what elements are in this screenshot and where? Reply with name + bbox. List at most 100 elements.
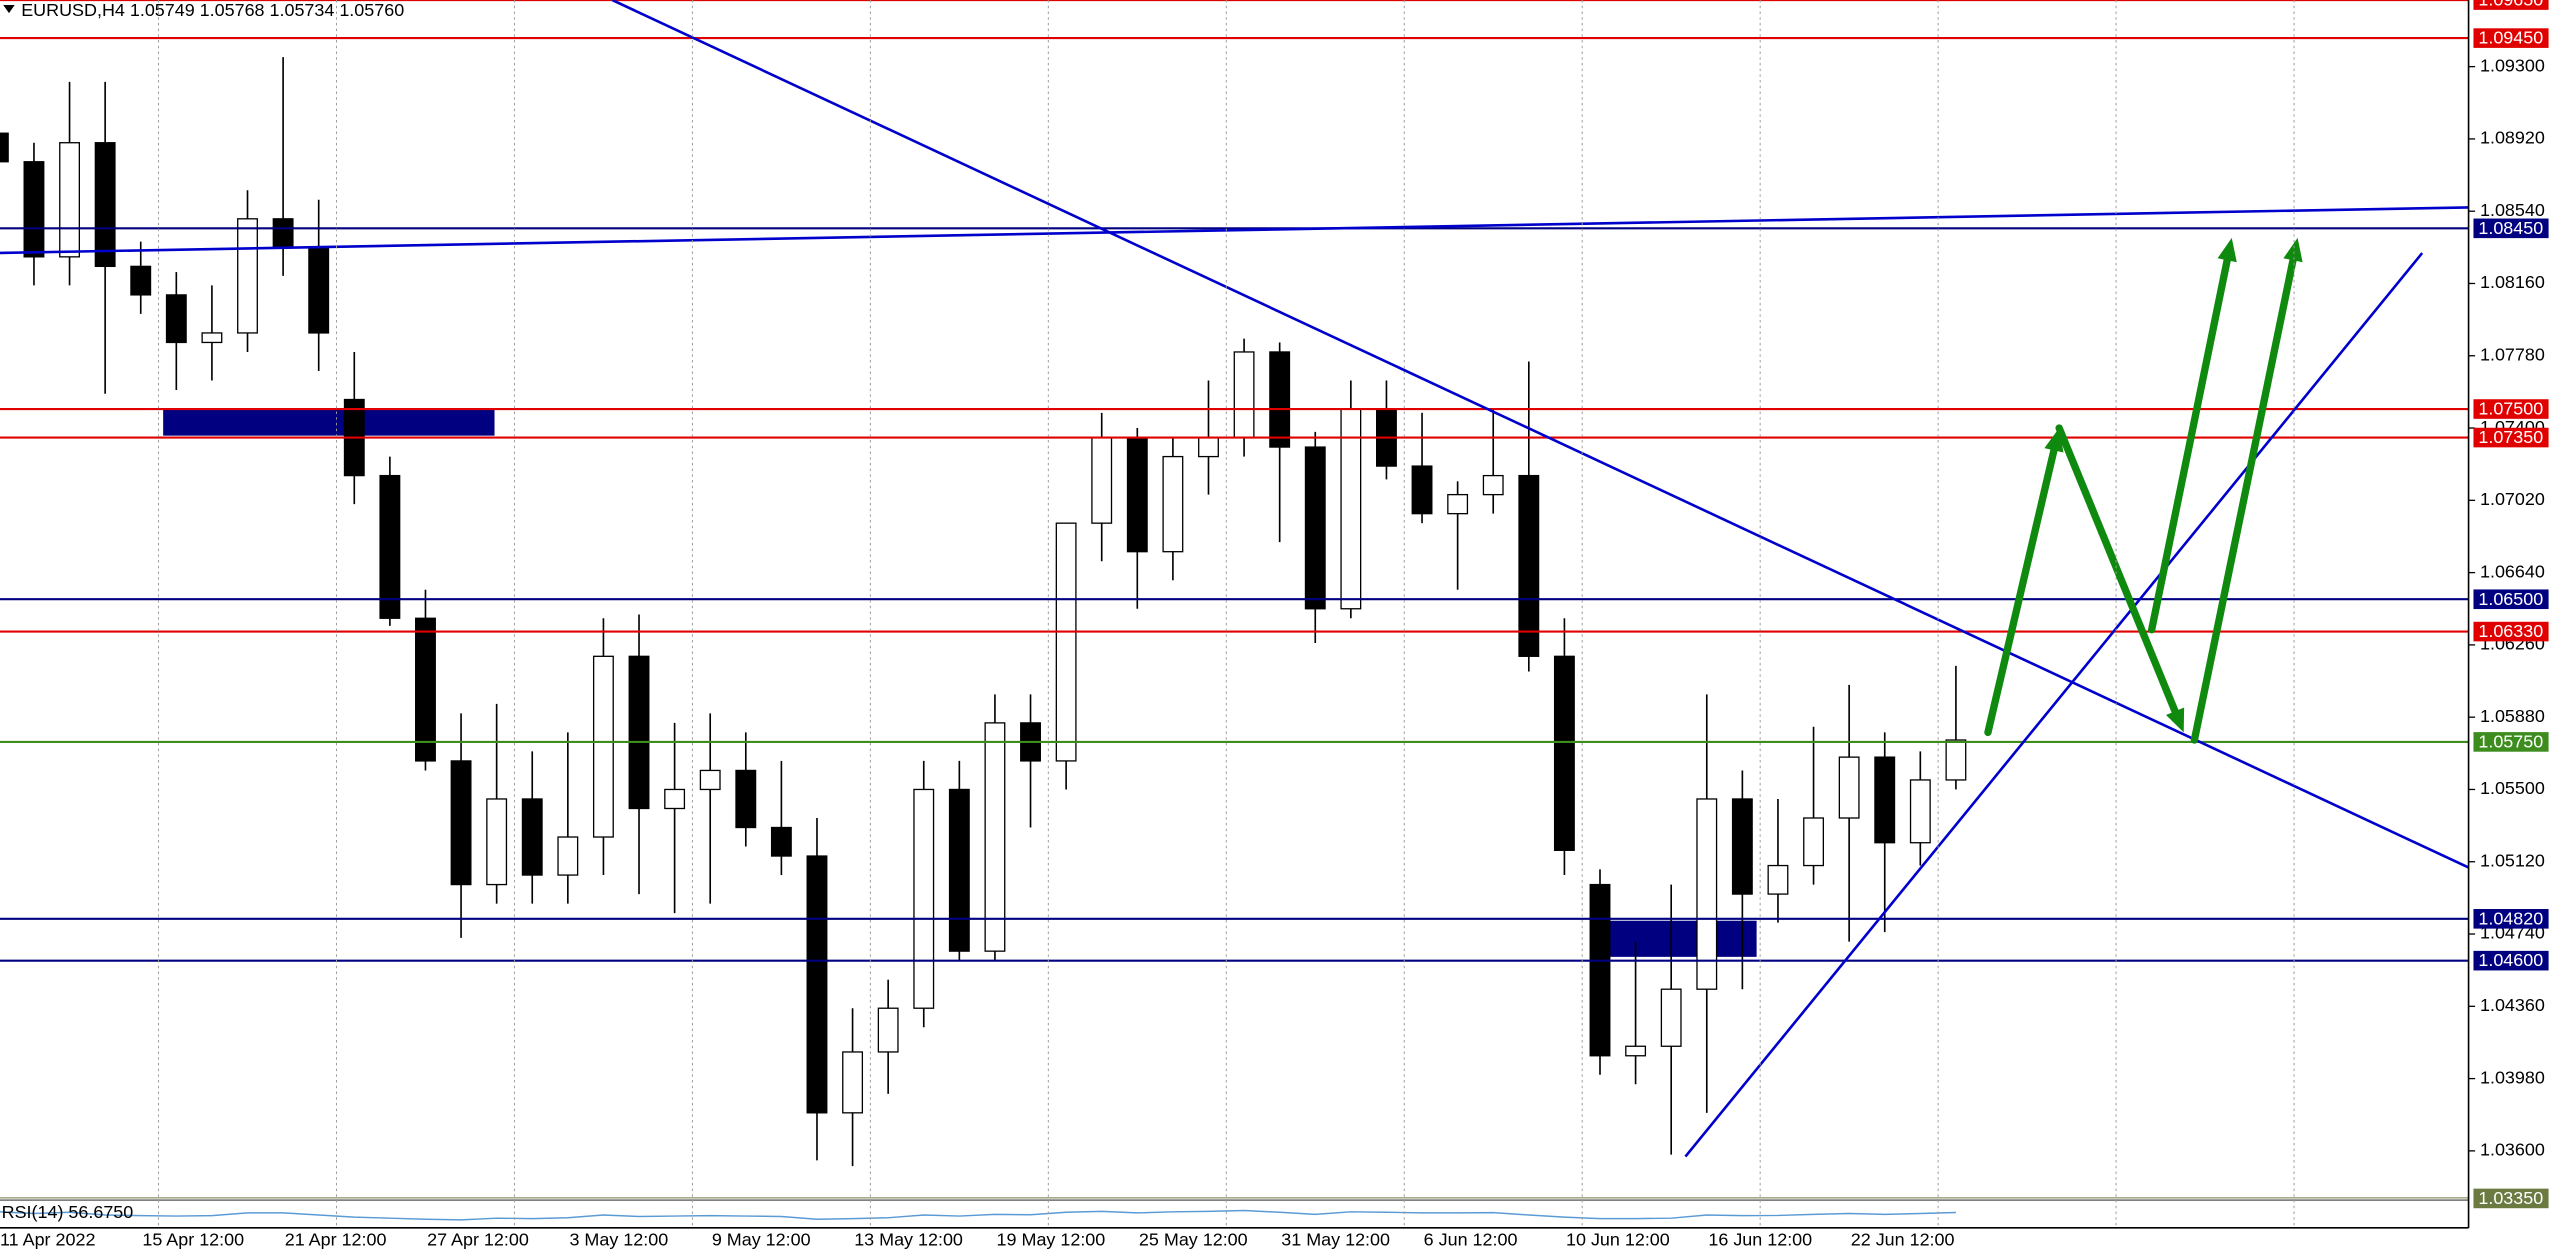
candle-body — [1803, 817, 1825, 867]
level-label: 1.05750 — [2478, 731, 2543, 751]
candle-body — [379, 474, 401, 619]
level-label: 1.08450 — [2478, 218, 2543, 238]
candle-body — [913, 788, 935, 1009]
arrow-head — [2165, 707, 2185, 733]
level-label-box — [2473, 950, 2549, 971]
chart-title: EURUSD,H4 1.05749 1.05768 1.05734 1.0576… — [21, 0, 404, 20]
candle-body — [770, 826, 792, 857]
candle-body — [1553, 655, 1575, 851]
level-label-box — [2473, 399, 2549, 419]
candle-body — [1625, 1045, 1647, 1057]
level-label-box — [2473, 1188, 2549, 1209]
y-tick-label: 1.03980 — [2480, 1067, 2545, 1087]
y-tick-label: 1.08920 — [2480, 128, 2545, 148]
y-tick-label: 1.05500 — [2480, 778, 2545, 798]
arrow-head — [2217, 237, 2237, 263]
level-label: 1.06500 — [2478, 589, 2543, 609]
x-tick-label: 11 Apr 2022 — [0, 1230, 95, 1250]
level-label: 1.07350 — [2478, 427, 2543, 447]
candle-body — [948, 788, 970, 952]
candle-body — [1482, 474, 1504, 496]
level-label-box — [2473, 621, 2549, 642]
candle-body — [1731, 798, 1753, 895]
x-tick-label: 27 Apr 12:00 — [427, 1230, 529, 1250]
rsi-label: RSI(14) 56.6750 — [2, 1202, 134, 1222]
candle-body — [1162, 455, 1184, 553]
x-tick-label: 21 Apr 12:00 — [285, 1230, 387, 1250]
trendline — [611, 0, 2469, 869]
candle-body — [272, 218, 294, 248]
candle-body — [1945, 739, 1967, 781]
level-label-box — [2473, 218, 2549, 239]
level-label-box — [2473, 0, 2549, 10]
y-tick-label: 1.08540 — [2480, 200, 2545, 220]
x-tick-label: 6 Jun 12:00 — [1424, 1230, 1518, 1250]
zone — [1596, 920, 1757, 957]
level-label-box — [2473, 28, 2549, 48]
x-tick-label: 16 Jun 12:00 — [1708, 1230, 1812, 1250]
candle-body — [521, 798, 543, 876]
arrow-shaft — [2148, 256, 2231, 634]
y-tick-label: 1.07780 — [2480, 345, 2545, 365]
y-tick-label: 1.04360 — [2480, 995, 2545, 1015]
candle-body — [1198, 436, 1219, 458]
candle-body — [1126, 436, 1148, 553]
candle-body — [1411, 465, 1433, 515]
rsi-line — [0, 1209, 1956, 1221]
y-tick-label: 1.05120 — [2480, 850, 2545, 870]
candle-body — [1091, 436, 1113, 524]
trendline — [0, 206, 2469, 255]
candle-body — [1589, 883, 1611, 1057]
candle-body — [1874, 756, 1896, 844]
y-tick-label: 1.03600 — [2480, 1140, 2545, 1160]
candle-body — [1340, 408, 1362, 610]
trendline — [1684, 252, 2424, 1158]
x-tick-label: 10 Jun 12:00 — [1566, 1230, 1670, 1250]
level-label-box — [2473, 732, 2549, 752]
level-label: 1.09650 — [2478, 0, 2543, 10]
candle-body — [664, 788, 686, 810]
candle-body — [1269, 351, 1291, 448]
y-tick-label: 1.05880 — [2480, 706, 2545, 726]
candle-body — [165, 294, 187, 344]
level-label-box — [2473, 909, 2549, 929]
candle-body — [237, 218, 258, 334]
level-label: 1.07500 — [2478, 399, 2543, 419]
x-tick-label: 25 May 12:00 — [1139, 1230, 1248, 1250]
plot-area — [0, 0, 2469, 1199]
candle-body — [59, 142, 80, 258]
candle-body — [1447, 493, 1469, 515]
candle-body — [130, 265, 152, 296]
candle-body — [308, 246, 330, 334]
candle-body — [201, 332, 223, 344]
y-tick-label: 1.08160 — [2480, 272, 2545, 292]
y-tick-label: 1.06640 — [2480, 561, 2545, 581]
candle-body — [699, 769, 721, 791]
menu-triangle[interactable] — [3, 4, 15, 14]
y-tick-label: 1.09300 — [2480, 55, 2545, 75]
zone — [163, 409, 495, 436]
arrow-shaft — [1984, 446, 2058, 737]
candle-body — [806, 855, 828, 1114]
candle-body — [0, 132, 9, 163]
candle-body — [628, 655, 650, 810]
candle-body — [984, 722, 1006, 952]
arrow-shaft — [2055, 424, 2179, 715]
candle-body — [415, 617, 436, 762]
level-label: 1.06330 — [2478, 621, 2543, 641]
y-tick-label: 1.07020 — [2480, 489, 2545, 509]
level-label: 1.04820 — [2478, 908, 2543, 928]
rsi-pane: RSI(14) 56.6750 — [0, 1202, 1956, 1222]
candle-body — [1696, 798, 1718, 990]
level-label-box — [2473, 427, 2549, 448]
candle-body — [842, 1051, 864, 1114]
candle-body — [1660, 988, 1682, 1047]
candle-body — [94, 142, 116, 268]
x-tick-label: 15 Apr 12:00 — [142, 1230, 244, 1250]
x-tick-label: 31 May 12:00 — [1281, 1230, 1390, 1250]
candle-body — [557, 836, 579, 876]
x-tick-label: 13 May 12:00 — [854, 1230, 963, 1250]
